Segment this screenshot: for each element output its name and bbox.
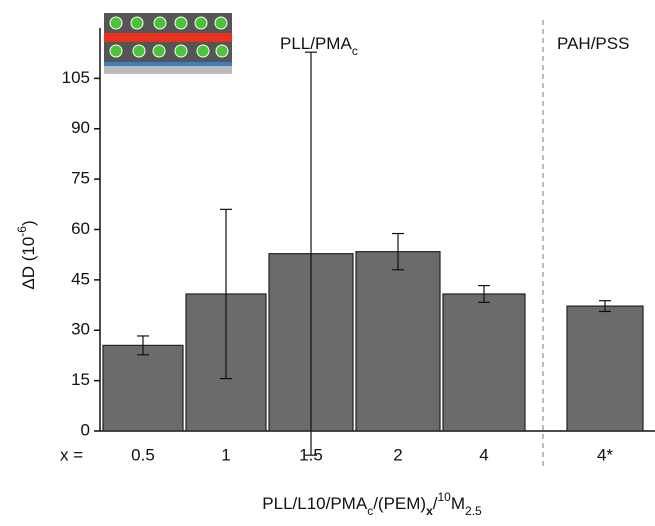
x-axis-label-part: / — [433, 494, 438, 513]
error-bar — [220, 208, 232, 380]
annotation-part: PLL/PMA — [280, 34, 352, 53]
x-axis-label-part: PLL/L10/PMA — [262, 494, 368, 513]
x-axis-label-part: 10 — [438, 490, 452, 504]
y-tick-label: 0 — [81, 420, 90, 439]
y-tick-label: 75 — [71, 169, 90, 188]
x-tick-label: 1 — [221, 445, 230, 464]
y-tick-label: 15 — [71, 370, 90, 389]
x-axis-label-part: x — [426, 504, 433, 518]
bar — [442, 293, 526, 432]
y-axis-label: ΔD (10-6) — [15, 220, 38, 289]
bar — [355, 251, 441, 432]
annotation: PLL/PMAc — [280, 34, 358, 58]
x-axis-label-part: M — [451, 494, 465, 513]
annotation-part: c — [352, 44, 358, 58]
y-tick-label: 90 — [71, 118, 90, 137]
annotation-part: PAH/PSS — [557, 34, 629, 53]
y-axis-label-part: -6 — [15, 226, 29, 237]
x-tick-label: 4 — [479, 445, 488, 464]
x-tick-label: 2 — [393, 445, 402, 464]
error-bar — [478, 284, 490, 303]
y-axis-label-part: ) — [19, 220, 38, 226]
error-bar — [137, 335, 149, 356]
error-bar — [392, 232, 404, 271]
error-bar — [599, 300, 611, 313]
y-tick-label: 60 — [71, 219, 90, 238]
x-axis-label: PLL/L10/PMAc/(PEM)x/10M2.5 — [262, 490, 482, 518]
x-axis-label-part: c — [367, 504, 373, 518]
y-tick-label: 45 — [71, 269, 90, 288]
x-tick-label: 1.5 — [299, 445, 323, 464]
y-axis-label-part: ΔD (10 — [19, 237, 38, 290]
category-prefix: x = — [60, 445, 83, 464]
bar — [566, 305, 644, 432]
error-bar — [305, 51, 317, 456]
x-tick-label: 0.5 — [131, 445, 155, 464]
x-axis-label-part: 2.5 — [465, 504, 482, 518]
x-tick-label: 4* — [597, 445, 613, 464]
y-tick-label: 105 — [62, 68, 90, 87]
inset-illustration — [104, 13, 232, 74]
y-tick-label: 30 — [71, 320, 90, 339]
annotation: PAH/PSS — [557, 34, 629, 53]
bar — [102, 344, 184, 432]
x-axis-label-part: /(PEM) — [373, 494, 426, 513]
